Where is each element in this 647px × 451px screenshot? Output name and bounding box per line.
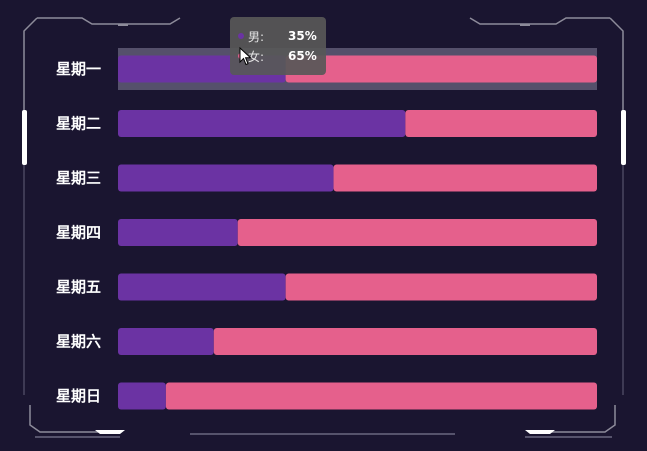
tooltip-female-name: 女:	[248, 49, 265, 64]
tooltip-male-name: 男:	[248, 29, 265, 44]
frame-bottom-left-tab	[95, 430, 125, 434]
frame-top-left-line	[37, 17, 181, 25]
frame-top-left-tick	[118, 24, 128, 26]
bar-male-6[interactable]	[118, 328, 214, 355]
male-series-dot-icon	[238, 33, 244, 39]
frame-bottom-left-line	[29, 405, 115, 433]
category-label: 星期二	[56, 115, 101, 133]
tooltip-male-value: 35%	[288, 29, 317, 43]
category-label: 星期三	[56, 169, 101, 187]
bar-male-7[interactable]	[118, 382, 166, 410]
bar-male-5[interactable]	[118, 273, 286, 301]
frame-left-upper-line	[23, 17, 38, 140]
bar-female-1[interactable]	[285, 55, 597, 83]
bar-female-5[interactable]	[285, 273, 597, 301]
category-label: 星期四	[56, 224, 101, 242]
frame-top-right-tick	[520, 24, 530, 26]
bar-female-3[interactable]	[333, 164, 597, 192]
frame-right-upper-line	[609, 17, 624, 140]
bar-male-4[interactable]	[118, 219, 238, 246]
category-label: 星期一	[56, 60, 101, 78]
category-label: 星期六	[56, 333, 101, 351]
frame-right-glow-bar	[621, 110, 626, 165]
chart-tooltip: 男: 35% 女: 65%	[230, 17, 326, 75]
tooltip-row-male: 男: 35%	[238, 26, 318, 46]
frame-top-right-line	[469, 17, 610, 25]
bar-female-2[interactable]	[405, 110, 597, 137]
bar-female-4[interactable]	[237, 219, 597, 246]
frame-bottom-right-line	[530, 405, 616, 433]
bar-male-2[interactable]	[118, 110, 406, 137]
category-label: 星期日	[56, 387, 101, 405]
bar-male-3[interactable]	[118, 164, 334, 192]
frame-bottom-right-tab	[525, 430, 555, 434]
bar-female-6[interactable]	[213, 328, 598, 355]
frame-left-glow-bar	[22, 110, 27, 165]
tooltip-female-value: 65%	[288, 49, 317, 63]
mouse-pointer-icon	[239, 47, 252, 66]
bar-female-7[interactable]	[165, 382, 597, 410]
category-label: 星期五	[56, 278, 101, 296]
